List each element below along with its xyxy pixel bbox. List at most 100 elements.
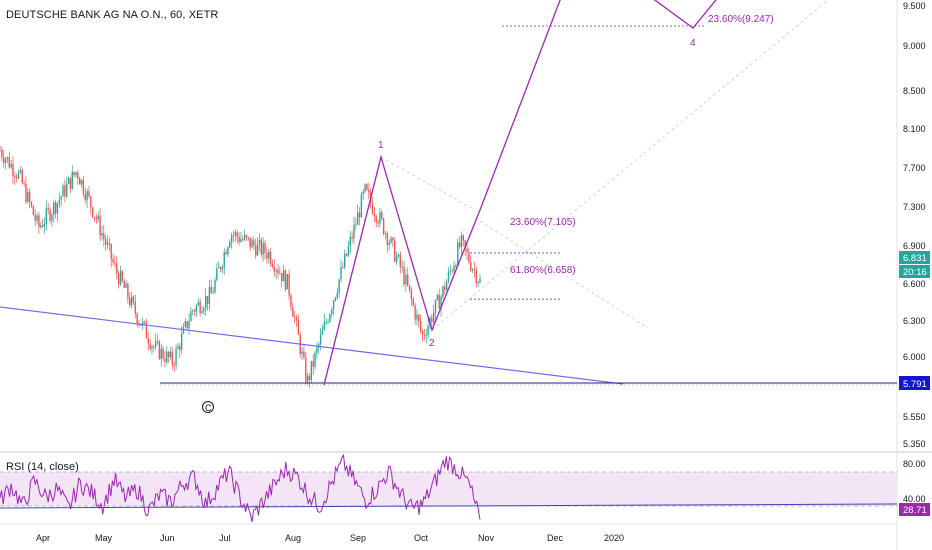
- price-axis[interactable]: 9.500 9.000 8.500 8.100 7.700 7.300 6.90…: [903, 1, 926, 449]
- candle-body: [314, 352, 316, 367]
- candle-body: [342, 267, 344, 268]
- candle-body: [86, 191, 88, 201]
- candle-body: [15, 177, 18, 179]
- rsi-trendline[interactable]: [0, 503, 898, 509]
- candle-body: [80, 179, 83, 185]
- candle-body: [12, 163, 14, 176]
- candle-body: [75, 172, 77, 176]
- price-tick: 8.500: [903, 86, 926, 96]
- time-tick: Jun: [160, 533, 175, 543]
- candle-body: [344, 253, 346, 268]
- candle-body: [464, 240, 466, 249]
- current-price-badge: [899, 251, 930, 264]
- candle-body: [154, 341, 157, 347]
- candle-body: [331, 309, 333, 315]
- candle-body: [349, 236, 351, 247]
- wave-line[interactable]: [323, 0, 562, 386]
- candle-body: [403, 266, 405, 285]
- price-tick: 9.500: [903, 1, 926, 11]
- candle-body: [269, 251, 272, 264]
- candle-body: [418, 314, 420, 322]
- candle-body: [355, 224, 357, 226]
- candle-body: [221, 266, 224, 270]
- candle-body: [210, 287, 212, 294]
- candle-body: [305, 357, 307, 382]
- candle-body: [356, 212, 359, 225]
- candle-body: [251, 240, 253, 248]
- candle-body: [147, 338, 149, 344]
- candle-body: [127, 283, 129, 299]
- candle-body: [388, 242, 390, 245]
- candle-body: [219, 267, 222, 270]
- candle-body: [362, 191, 364, 195]
- candle-body: [384, 233, 387, 234]
- candle-body: [30, 202, 33, 207]
- candle-body: [242, 239, 244, 240]
- candle-body: [240, 239, 242, 242]
- candle-body: [319, 334, 322, 345]
- candle-body: [325, 321, 327, 323]
- candle-body: [432, 312, 435, 323]
- time-tick: Jul: [219, 533, 231, 543]
- candle-body: [91, 207, 94, 217]
- candle-body: [208, 287, 211, 304]
- candle-body: [303, 351, 305, 358]
- price-pane[interactable]: [0, 0, 897, 450]
- candle-body: [258, 239, 261, 244]
- candle-body: [47, 208, 49, 210]
- candle-body: [395, 256, 398, 262]
- candle-body: [34, 214, 36, 221]
- candle-body: [134, 302, 136, 314]
- candle-body: [425, 335, 427, 337]
- wave-label-4: 4: [690, 38, 696, 49]
- candle-body: [17, 171, 20, 179]
- candle-body: [471, 269, 474, 271]
- candle-body: [377, 222, 379, 224]
- candle-body: [386, 233, 389, 245]
- wave-label-c: C: [205, 403, 212, 413]
- candle-body: [129, 298, 131, 306]
- candle-body: [286, 274, 288, 290]
- candle-body: [479, 278, 481, 283]
- candle-body: [201, 311, 203, 314]
- candle-body: [366, 184, 368, 190]
- projection-dotted: [380, 0, 829, 331]
- candle-body: [171, 351, 174, 365]
- candle-body: [253, 240, 255, 246]
- candle-body: [77, 172, 79, 179]
- candle-body: [114, 262, 116, 264]
- price-tick: 6.300: [903, 316, 926, 326]
- candle-body: [392, 237, 394, 241]
- candle-body: [169, 351, 172, 358]
- candle-body: [179, 346, 181, 350]
- trendline[interactable]: [0, 306, 624, 385]
- time-axis[interactable]: Apr May Jun Jul Aug Sep Oct Nov Dec 2020: [36, 533, 624, 543]
- candle-body: [462, 235, 465, 241]
- candle-body: [153, 346, 155, 348]
- candle-body: [279, 273, 281, 274]
- candle-body: [103, 233, 105, 239]
- wave-line-upper[interactable]: [648, 0, 720, 29]
- price-tick: 7.700: [903, 163, 926, 173]
- candle-body: [447, 271, 450, 282]
- candle-body: [62, 185, 64, 197]
- candle-body: [66, 184, 68, 197]
- candle-body: [347, 246, 350, 256]
- candle-body: [23, 183, 25, 184]
- rsi-title: RSI (14, close): [6, 461, 79, 473]
- candle-body: [60, 196, 62, 200]
- candle-body: [41, 225, 44, 227]
- rsi-tick: 40.00: [903, 494, 926, 504]
- candle-body: [427, 325, 429, 336]
- candle-body: [436, 295, 439, 300]
- price-tick: 5.550: [903, 412, 926, 422]
- candle-body: [271, 263, 274, 267]
- candle-body: [19, 170, 22, 172]
- candle-body: [71, 171, 73, 189]
- candle-body: [203, 308, 205, 312]
- candle-body: [121, 271, 124, 282]
- candle-body: [316, 347, 318, 353]
- candle-body: [38, 215, 40, 227]
- candle-body: [243, 235, 246, 240]
